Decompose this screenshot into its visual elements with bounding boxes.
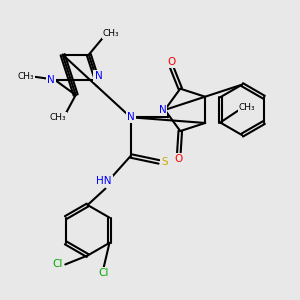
Text: N: N <box>47 75 55 85</box>
Text: O: O <box>167 57 176 67</box>
Text: O: O <box>175 154 183 164</box>
Text: Cl: Cl <box>98 268 109 278</box>
Text: Cl: Cl <box>53 260 63 269</box>
Text: S: S <box>161 157 168 167</box>
Text: HN: HN <box>96 176 112 186</box>
Text: CH₃: CH₃ <box>103 29 119 38</box>
Text: N: N <box>94 71 102 81</box>
Text: CH₃: CH₃ <box>239 103 255 112</box>
Text: CH₃: CH₃ <box>50 113 66 122</box>
Text: N: N <box>159 105 167 115</box>
Text: CH₃: CH₃ <box>18 72 34 81</box>
Text: N: N <box>127 112 135 122</box>
